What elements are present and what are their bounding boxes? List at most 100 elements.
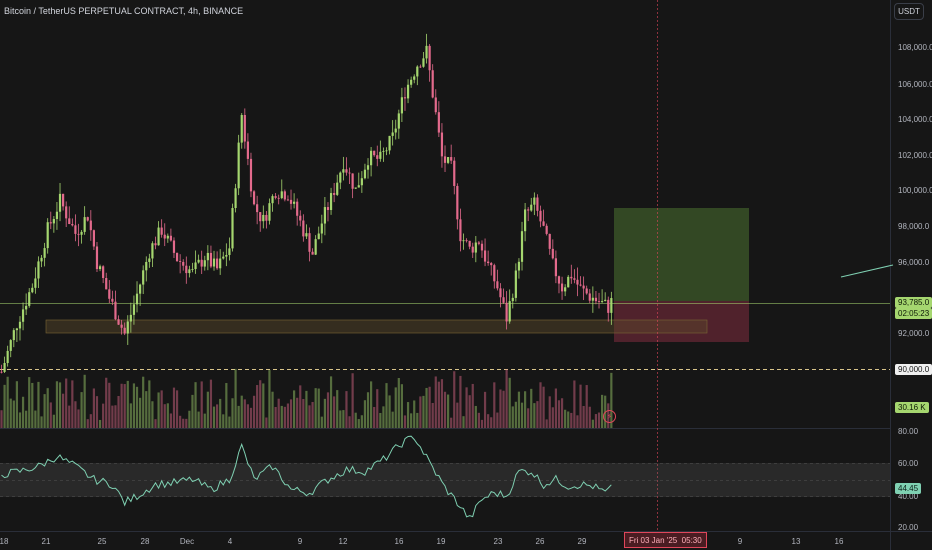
- candle-body[interactable]: [65, 206, 68, 219]
- candle-body[interactable]: [74, 225, 77, 234]
- candle-body[interactable]: [354, 187, 357, 189]
- candle-body[interactable]: [493, 265, 496, 282]
- candle-body[interactable]: [6, 350, 9, 363]
- candle-body[interactable]: [480, 243, 484, 251]
- candle-body[interactable]: [505, 302, 508, 322]
- candle-body[interactable]: [117, 319, 120, 325]
- candle-body[interactable]: [388, 135, 391, 151]
- candle-body[interactable]: [385, 150, 388, 152]
- symbol-title[interactable]: Bitcoin / TetherUS PERPETUAL CONTRACT, 4…: [4, 6, 244, 16]
- candle-body[interactable]: [151, 243, 154, 259]
- candle-body[interactable]: [15, 328, 18, 331]
- candle-body[interactable]: [289, 199, 293, 204]
- candle-body[interactable]: [453, 160, 456, 186]
- candle-body[interactable]: [108, 289, 111, 299]
- candle-body[interactable]: [425, 45, 428, 59]
- candle-body[interactable]: [450, 157, 453, 161]
- lightning-icon[interactable]: ⚡: [603, 410, 616, 423]
- candle-body[interactable]: [62, 193, 65, 207]
- candle-body[interactable]: [89, 220, 92, 231]
- candle-body[interactable]: [163, 234, 166, 239]
- candle-body[interactable]: [496, 281, 499, 289]
- candle-body[interactable]: [357, 185, 360, 188]
- candle-body[interactable]: [154, 243, 157, 246]
- candle-body[interactable]: [296, 201, 299, 216]
- candle-body[interactable]: [333, 193, 336, 195]
- candle-body[interactable]: [422, 58, 425, 67]
- candle-body[interactable]: [83, 217, 86, 232]
- candle-body[interactable]: [111, 298, 114, 302]
- candle-body[interactable]: [249, 158, 253, 192]
- candle-body[interactable]: [539, 210, 542, 222]
- candle-body[interactable]: [98, 266, 102, 270]
- candle-body[interactable]: [219, 258, 222, 269]
- candle-body[interactable]: [560, 283, 564, 292]
- candle-body[interactable]: [271, 196, 274, 204]
- support-zone-box[interactable]: [45, 319, 708, 334]
- candle-body[interactable]: [126, 321, 129, 334]
- candle-body[interactable]: [607, 299, 610, 313]
- candle-body[interactable]: [524, 209, 527, 232]
- candle-body[interactable]: [286, 199, 290, 201]
- candle-body[interactable]: [86, 217, 89, 221]
- candle-body[interactable]: [225, 254, 228, 257]
- candle-body[interactable]: [597, 301, 601, 302]
- candle-body[interactable]: [40, 257, 43, 262]
- candle-body[interactable]: [114, 301, 117, 320]
- candle-body[interactable]: [573, 278, 576, 280]
- candle-body[interactable]: [222, 256, 225, 259]
- candle-body[interactable]: [557, 276, 561, 284]
- candle-body[interactable]: [283, 191, 286, 200]
- candle-body[interactable]: [197, 259, 200, 263]
- candle-body[interactable]: [212, 258, 216, 267]
- candle-body[interactable]: [530, 204, 533, 211]
- candle-body[interactable]: [203, 260, 206, 267]
- candle-body[interactable]: [172, 240, 176, 253]
- candle-body[interactable]: [209, 252, 213, 267]
- candle-body[interactable]: [234, 188, 237, 209]
- candle-body[interactable]: [527, 209, 530, 211]
- rsi-line[interactable]: [1, 435, 612, 518]
- candle-body[interactable]: [139, 284, 142, 294]
- alert-price-badge[interactable]: 90,000.0: [895, 364, 932, 375]
- candle-body[interactable]: [520, 231, 524, 262]
- candle-body[interactable]: [80, 231, 83, 235]
- candle-body[interactable]: [206, 252, 209, 261]
- candle-body[interactable]: [280, 191, 283, 199]
- candle-body[interactable]: [508, 301, 511, 322]
- candle-body[interactable]: [246, 141, 249, 159]
- candle-body[interactable]: [434, 97, 437, 113]
- trend-line[interactable]: [840, 264, 894, 278]
- candle-body[interactable]: [397, 113, 400, 129]
- candle-body[interactable]: [185, 265, 188, 274]
- candle-body[interactable]: [228, 248, 231, 255]
- candle-body[interactable]: [71, 224, 74, 226]
- candle-body[interactable]: [394, 128, 397, 133]
- candle-body[interactable]: [123, 327, 126, 334]
- candle-body[interactable]: [471, 246, 474, 253]
- candle-body[interactable]: [548, 233, 551, 249]
- candle-body[interactable]: [601, 301, 604, 302]
- candle-body[interactable]: [216, 258, 219, 269]
- candle-body[interactable]: [382, 151, 385, 152]
- candle-body[interactable]: [25, 305, 28, 310]
- candle-body[interactable]: [105, 277, 108, 290]
- long-position-tool[interactable]: [614, 208, 749, 342]
- candle-body[interactable]: [179, 261, 182, 262]
- candle-body[interactable]: [502, 297, 505, 303]
- candle-body[interactable]: [77, 233, 80, 235]
- candle-body[interactable]: [274, 196, 277, 198]
- candle-body[interactable]: [499, 288, 502, 298]
- candle-body[interactable]: [46, 222, 49, 249]
- candle-body[interactable]: [305, 233, 308, 237]
- candle-body[interactable]: [443, 156, 447, 163]
- candle-body[interactable]: [302, 220, 305, 237]
- candle-body[interactable]: [348, 172, 351, 174]
- candle-body[interactable]: [477, 242, 480, 244]
- candle-body[interactable]: [329, 193, 333, 211]
- candle-body[interactable]: [262, 214, 265, 222]
- candle-body[interactable]: [576, 279, 579, 285]
- candle-body[interactable]: [95, 246, 99, 270]
- candle-body[interactable]: [536, 197, 539, 211]
- candle-body[interactable]: [545, 225, 548, 234]
